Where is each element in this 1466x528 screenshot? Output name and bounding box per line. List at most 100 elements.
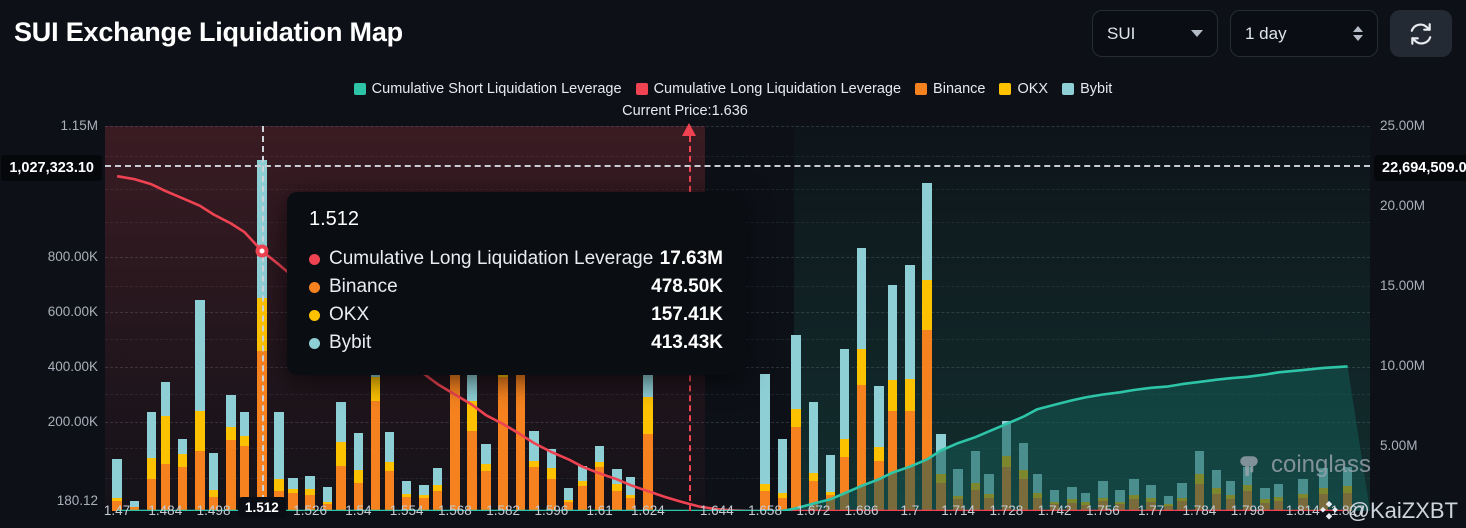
symbol-select[interactable]: SUI xyxy=(1092,10,1218,57)
period-select[interactable]: 1 day xyxy=(1230,10,1378,57)
liquidation-bar[interactable] xyxy=(563,488,574,511)
liquidation-bar[interactable] xyxy=(594,445,605,511)
x-axis-tick[interactable]: 1.582 xyxy=(486,503,521,518)
x-axis-tick[interactable]: 1.47 xyxy=(103,503,131,518)
legend-item-label: Binance xyxy=(933,81,986,97)
liquidation-bar[interactable] xyxy=(856,248,867,511)
x-axis-tick[interactable]: 1.61 xyxy=(586,503,613,518)
liquidation-bar[interactable] xyxy=(791,335,801,511)
bar-segment-okx xyxy=(353,469,364,483)
liquidation-bar[interactable] xyxy=(239,412,250,511)
bar-segment-bybit xyxy=(195,300,205,411)
liquidation-bar[interactable] xyxy=(208,453,219,511)
legend-item-3[interactable]: OKX xyxy=(999,81,1048,97)
bar-segment-bybit xyxy=(612,469,622,485)
bar-segment-bybit xyxy=(546,449,557,468)
liquidation-bar[interactable] xyxy=(401,480,412,511)
bar-segment-okx xyxy=(760,484,770,491)
bar-segment-okx xyxy=(322,501,333,505)
x-axis-tick[interactable]: 1.714 xyxy=(941,503,975,518)
tooltip-row: OKX 157.41K xyxy=(309,301,723,329)
x-axis-tick[interactable]: 1.798 xyxy=(1230,503,1265,518)
x-axis-tick[interactable]: 1.554 xyxy=(389,503,424,518)
liquidation-bar[interactable] xyxy=(905,264,915,511)
x-axis-tick[interactable]: 1.644 xyxy=(699,503,734,518)
liquidation-bar[interactable] xyxy=(777,439,788,511)
bar-segment-binance xyxy=(112,500,122,511)
x-axis-tick[interactable]: 1.7 xyxy=(900,503,920,518)
x-axis-tick[interactable]: 1.742 xyxy=(1037,503,1072,518)
liquidation-bar[interactable] xyxy=(353,433,364,511)
bar-segment-okx xyxy=(432,484,443,491)
x-axis-tick[interactable]: 1.498 xyxy=(196,503,231,518)
liquidation-bar[interactable] xyxy=(467,375,477,511)
bar-segment-bybit xyxy=(839,348,850,440)
tooltip-title: 1.512 xyxy=(309,208,360,230)
x-axis-tick[interactable]: 1.526 xyxy=(293,503,327,518)
liquidation-bar[interactable] xyxy=(160,382,171,511)
y-axis-left-tick: 1.15M xyxy=(60,118,98,133)
liquidation-bar[interactable] xyxy=(195,300,205,511)
liquidation-bar[interactable] xyxy=(226,394,236,511)
x-axis-tick[interactable]: 1.686 xyxy=(844,503,879,518)
liquidation-bar[interactable] xyxy=(546,449,557,511)
gridline-minor xyxy=(105,448,1370,449)
bar-segment-bybit xyxy=(529,430,539,461)
legend-item-0[interactable]: Cumulative Short Liquidation Leverage xyxy=(353,81,622,97)
x-axis-tick[interactable]: 1.596 xyxy=(534,503,569,518)
chevron-down-icon xyxy=(1191,30,1203,37)
x-axis-tick[interactable]: 1.672 xyxy=(796,503,831,518)
liquidation-bar[interactable] xyxy=(288,477,298,511)
bar-segment-bybit xyxy=(401,480,412,494)
x-axis-tick[interactable]: 1.658 xyxy=(748,503,782,518)
bar-segment-okx xyxy=(370,377,381,401)
y-axis-left-tick: 600.00K xyxy=(47,304,98,319)
x-axis-tick[interactable]: 1.77 xyxy=(1137,503,1165,518)
bar-segment-binance xyxy=(612,490,622,511)
liquidation-bar[interactable] xyxy=(336,402,346,511)
bar-segment-bybit xyxy=(922,182,932,281)
x-axis-tick[interactable]: 1.54 xyxy=(345,503,372,518)
tooltip-series-value: 478.50K xyxy=(651,276,723,297)
liquidation-bar[interactable] xyxy=(322,486,333,511)
x-axis-tick[interactable]: 1.814 xyxy=(1285,503,1320,518)
legend-item-2[interactable]: Binance xyxy=(915,81,985,97)
bar-segment-binance xyxy=(336,465,346,511)
liquidation-bar[interactable] xyxy=(384,432,395,511)
liquidation-bar[interactable] xyxy=(529,430,539,511)
liquidation-bar[interactable] xyxy=(887,285,898,511)
bar-segment-okx xyxy=(467,400,477,431)
liquidation-bar[interactable] xyxy=(577,465,588,511)
liquidation-bar[interactable] xyxy=(432,468,443,511)
liquidation-bar[interactable] xyxy=(839,348,850,511)
x-axis-tick[interactable]: 1.568 xyxy=(437,503,472,518)
liquidation-bar[interactable] xyxy=(129,500,140,511)
liquidation-bar[interactable] xyxy=(146,411,157,511)
left-badge-gridline xyxy=(105,165,1370,167)
x-axis-tick-active[interactable]: 1.512 xyxy=(237,497,286,518)
legend-item-4[interactable]: Bybit xyxy=(1062,81,1112,97)
x-axis-tick[interactable]: 1.728 xyxy=(989,503,1024,518)
bar-segment-bybit xyxy=(160,382,171,416)
bar-segment-bybit xyxy=(419,484,429,495)
liquidation-bar[interactable] xyxy=(305,475,315,511)
liquidation-bar[interactable] xyxy=(481,444,491,511)
tooltip-row: Cumulative Long Liquidation Leverage 17.6… xyxy=(309,245,723,273)
x-axis-tick[interactable]: 1.784 xyxy=(1182,503,1217,518)
x-axis-tick[interactable]: 1.624 xyxy=(630,503,665,518)
liquidation-bar[interactable] xyxy=(177,439,188,511)
liquidation-bar[interactable] xyxy=(612,469,622,511)
x-axis-tick[interactable]: 1.484 xyxy=(148,503,183,518)
x-axis-tick[interactable]: 1.827 xyxy=(1330,503,1365,518)
liquidation-bar[interactable] xyxy=(643,357,653,511)
liquidation-bar[interactable] xyxy=(112,459,122,511)
refresh-button[interactable] xyxy=(1390,10,1452,57)
bar-segment-okx xyxy=(305,488,315,495)
legend-item-1[interactable]: Cumulative Long Liquidation Leverage xyxy=(635,81,901,97)
liquidation-bar[interactable] xyxy=(760,373,770,511)
liquidation-bar[interactable] xyxy=(922,182,932,511)
x-axis-tick[interactable]: 1.756 xyxy=(1085,503,1120,518)
liquidation-bar[interactable] xyxy=(808,402,819,511)
liquidation-bar[interactable] xyxy=(419,484,429,511)
